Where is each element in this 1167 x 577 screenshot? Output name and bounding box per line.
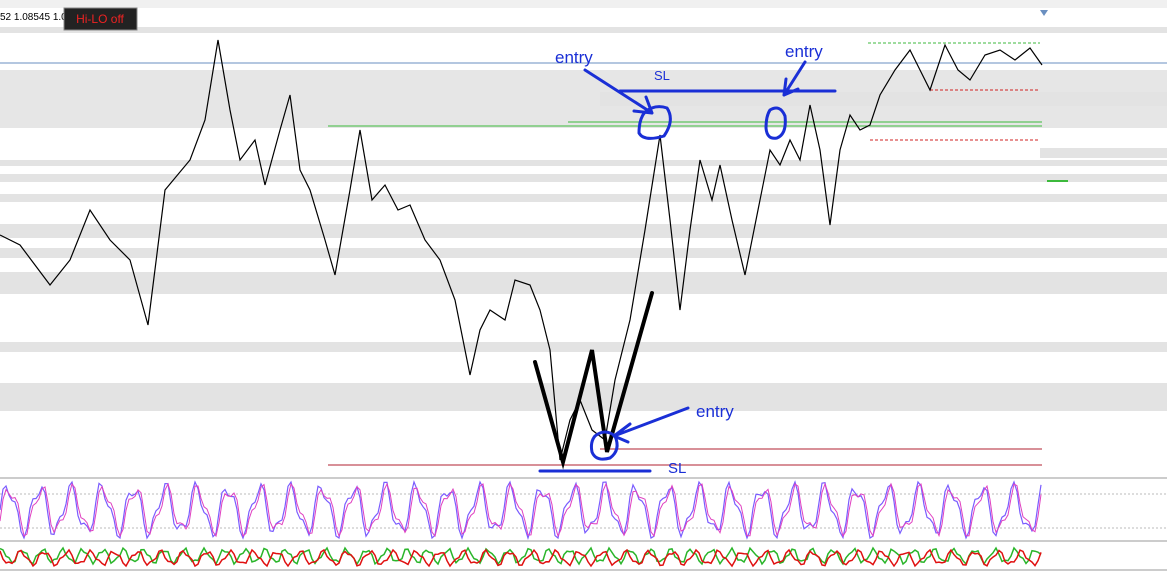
zones xyxy=(0,27,1167,411)
quote-text: 52 1.08545 1.08 xyxy=(0,12,73,23)
annotation-text: entry xyxy=(785,42,823,61)
scroll-marker xyxy=(1040,10,1048,16)
stochastic-line xyxy=(0,480,1042,540)
annotation-text: entry xyxy=(555,48,593,67)
v-pattern xyxy=(533,291,654,470)
hilo-button[interactable] xyxy=(63,7,138,31)
annotation-text: SL xyxy=(668,460,686,477)
price-line xyxy=(0,39,1043,461)
indicator-line xyxy=(0,548,1042,568)
toolbar xyxy=(0,0,1167,8)
stochastic-signal xyxy=(0,482,1042,538)
annotation-text: entry xyxy=(696,402,734,421)
hilo-button-label[interactable]: Hi-LO off xyxy=(76,12,124,26)
annotation-text: SL xyxy=(654,68,670,83)
annotations xyxy=(538,60,837,473)
